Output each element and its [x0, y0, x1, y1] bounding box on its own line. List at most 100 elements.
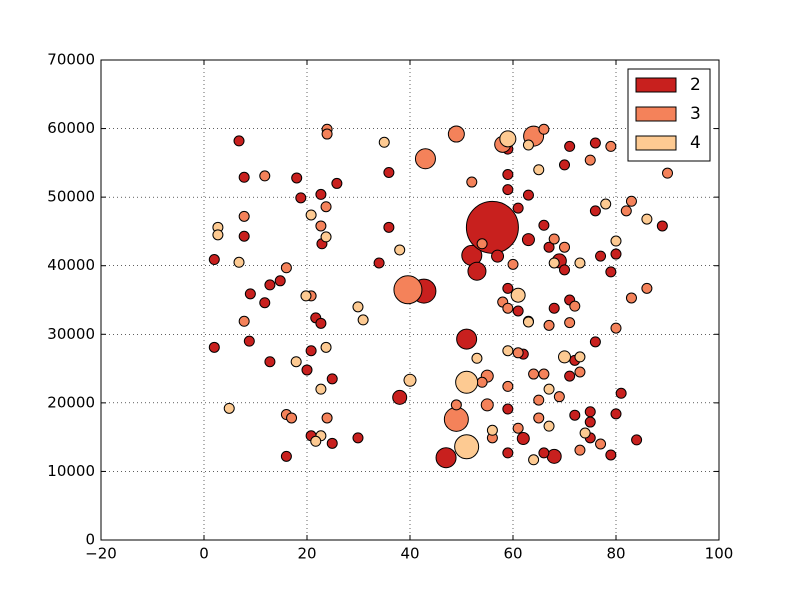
- bubble: [414, 148, 436, 170]
- bubble: [499, 130, 517, 148]
- bubble: [443, 406, 469, 432]
- x-tick-label: 80: [606, 545, 625, 563]
- bubble: [352, 301, 364, 313]
- bubble: [233, 135, 245, 147]
- bubble: [476, 238, 488, 250]
- bubble: [326, 437, 338, 449]
- bubble: [569, 409, 581, 421]
- bubble: [394, 244, 406, 256]
- bubble: [315, 317, 327, 329]
- bubble: [502, 282, 514, 294]
- bubble: [264, 279, 276, 291]
- bubble: [290, 356, 302, 368]
- bubble: [662, 167, 673, 179]
- bubble: [559, 159, 570, 171]
- bubble: [574, 257, 586, 269]
- x-tick-label: 60: [503, 545, 522, 563]
- bubble: [491, 249, 505, 263]
- bubble: [392, 389, 408, 405]
- bubble: [512, 305, 524, 317]
- bubble: [548, 257, 560, 269]
- bubble: [528, 454, 540, 466]
- bubble: [305, 345, 317, 357]
- bubble: [512, 422, 524, 434]
- bubble: [610, 248, 622, 260]
- bubble: [305, 209, 317, 221]
- bubble: [533, 164, 545, 176]
- bubble: [274, 275, 286, 287]
- y-tick-label: 40000: [47, 256, 95, 274]
- x-tick-label: −20: [85, 545, 117, 563]
- bubble: [301, 364, 313, 376]
- bubble: [512, 202, 524, 214]
- legend-swatch: [635, 106, 677, 122]
- bubble: [574, 366, 586, 378]
- bubble: [320, 201, 332, 213]
- bubble: [471, 352, 483, 364]
- bubble: [466, 176, 478, 188]
- bubble: [543, 241, 555, 253]
- bubble: [543, 420, 555, 432]
- bubble: [456, 328, 478, 350]
- bubble: [533, 412, 545, 424]
- bubble: [589, 336, 601, 348]
- bubble: [589, 137, 601, 149]
- bubble: [507, 258, 519, 270]
- bubble: [243, 335, 255, 347]
- bubble: [548, 302, 560, 314]
- legend-swatch: [635, 77, 677, 93]
- bubble: [502, 447, 514, 459]
- bubble: [564, 140, 576, 152]
- bubble: [595, 438, 607, 450]
- bubble: [510, 287, 526, 303]
- bubble: [300, 290, 312, 302]
- bubble: [584, 406, 596, 418]
- bubble: [605, 449, 617, 461]
- bubble: [605, 140, 617, 152]
- bubble: [538, 219, 550, 231]
- bubble: [584, 416, 596, 428]
- y-tick-label: 10000: [47, 462, 95, 480]
- bubble: [280, 450, 292, 462]
- bubble: [310, 435, 322, 447]
- bubble: [315, 188, 327, 200]
- bubble: [574, 444, 586, 456]
- bubble: [564, 370, 576, 382]
- bubble: [259, 170, 271, 182]
- bubble: [502, 403, 514, 415]
- y-tick-label: 30000: [47, 325, 95, 343]
- bubble: [383, 221, 395, 233]
- y-tick-label: 60000: [47, 119, 95, 137]
- bubble: [326, 373, 338, 385]
- bubble: [584, 154, 596, 166]
- bubble: [579, 427, 591, 439]
- bubble: [467, 261, 487, 281]
- ticks: −20 0 20 40 60 80 1000100002000030000400005000…: [47, 51, 733, 563]
- bubble: [295, 192, 307, 204]
- bubble: [450, 399, 462, 411]
- bubble: [208, 341, 220, 353]
- bubble: [320, 341, 332, 353]
- bubble: [522, 139, 534, 151]
- bubble: [465, 200, 519, 254]
- bubble: [502, 169, 514, 181]
- bubble: [321, 128, 333, 140]
- bubble: [435, 447, 457, 469]
- bubble: [553, 391, 565, 403]
- x-tick-label: 100: [705, 545, 734, 563]
- bubble: [502, 345, 514, 357]
- bubble: [315, 383, 327, 395]
- bubble: [589, 205, 601, 217]
- bubble: [502, 302, 514, 314]
- bubble: [378, 136, 390, 148]
- bubble: [574, 351, 586, 363]
- bubble: [455, 370, 479, 394]
- y-tick-label: 70000: [47, 51, 95, 69]
- bubble: [533, 394, 545, 406]
- bubble: [559, 241, 570, 253]
- bubble: [528, 368, 540, 380]
- bubble: [538, 368, 550, 380]
- bubble: [516, 432, 530, 446]
- bubble: [521, 233, 535, 247]
- bubble: [238, 230, 250, 242]
